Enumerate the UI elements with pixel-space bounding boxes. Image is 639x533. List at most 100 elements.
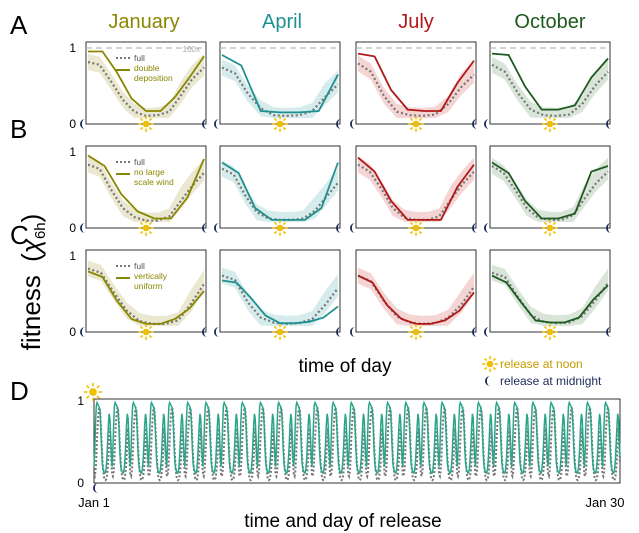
sun-icon <box>83 382 103 402</box>
shared-x-label: time of day <box>299 356 392 377</box>
sun-ray <box>409 334 414 339</box>
series-line-variant <box>357 52 475 112</box>
uncertainty-band <box>222 59 338 118</box>
sun-ray <box>139 325 144 330</box>
sun-ray <box>418 230 423 235</box>
legend-label-variant: no large <box>134 167 165 177</box>
series-line-full <box>87 267 205 325</box>
panel-letter-b: B <box>10 114 27 144</box>
sun-ray <box>543 230 548 235</box>
sun-disc <box>276 328 284 336</box>
uncertainty-band <box>492 157 608 222</box>
sun-disc <box>142 328 150 336</box>
release-legend <box>482 356 498 386</box>
legend-noon-label: release at noon <box>500 357 583 371</box>
series-line-variant <box>357 156 475 221</box>
sun-disc <box>276 120 284 128</box>
sun-ray <box>273 117 278 122</box>
sun-ray <box>492 357 497 362</box>
moon-icon <box>606 119 611 129</box>
y-tick-label: 1 <box>69 145 76 159</box>
sun-ray <box>273 221 278 226</box>
series-line-full <box>357 62 475 118</box>
series-line-full <box>87 60 205 118</box>
y-tick-label: 1 <box>77 394 84 408</box>
series-line-variant <box>93 400 621 474</box>
moon-icon <box>202 119 207 129</box>
subplot-a-july <box>350 41 477 132</box>
month-title-october: October <box>514 11 585 33</box>
sun-ray <box>148 334 153 339</box>
moon-icon <box>484 327 489 337</box>
sun-disc <box>546 328 554 336</box>
sun-ray <box>409 126 414 131</box>
sun-ray <box>282 126 287 131</box>
sun-ray <box>543 126 548 131</box>
legend-midnight-label: release at midnight <box>500 374 602 388</box>
subplot-a-april <box>214 41 341 132</box>
series-line-variant <box>491 161 609 220</box>
moon-icon <box>472 327 477 337</box>
moon-icon <box>350 119 355 129</box>
d-tick-label-end: Jan 30 <box>585 495 624 510</box>
sun-ray <box>409 221 414 226</box>
sun-ray <box>139 230 144 235</box>
series-line-full <box>491 165 609 221</box>
d-tick-label-start: Jan 1 <box>78 495 110 510</box>
sun-disc <box>276 224 284 232</box>
sun-ray <box>273 230 278 235</box>
sun-disc <box>412 328 420 336</box>
uncertainty-band <box>358 55 474 118</box>
sun-icon <box>138 116 154 132</box>
series-line-full <box>93 407 621 482</box>
moon-icon <box>214 119 219 129</box>
sun-ray <box>552 230 557 235</box>
y-axis-title: fitness (χ6h) <box>16 214 49 351</box>
panel-letter-d: D <box>10 376 29 406</box>
moon-icon <box>214 327 219 337</box>
sun-ray <box>543 221 548 226</box>
sun-ray <box>483 357 488 362</box>
moon-icon <box>336 223 341 233</box>
month-title-april: April <box>262 11 302 33</box>
uncertainty-band <box>492 264 608 326</box>
subplot-b-april <box>214 145 341 236</box>
sun-ray <box>85 395 90 400</box>
sun-ray <box>282 117 287 122</box>
sun-icon <box>138 220 154 236</box>
sun-ray <box>282 230 287 235</box>
sun-ray <box>552 117 557 122</box>
moon-icon <box>485 376 490 386</box>
sun-ray <box>148 117 153 122</box>
sun-icon <box>542 324 558 340</box>
month-title-july: July <box>398 11 434 33</box>
sun-disc <box>412 224 420 232</box>
sun-ray <box>418 117 423 122</box>
subplot-b-july <box>350 145 477 236</box>
series-line-variant <box>88 50 205 112</box>
month-title-january: January <box>108 11 179 33</box>
sun-disc <box>142 224 150 232</box>
moon-icon <box>484 223 489 233</box>
sun-ray <box>96 395 101 400</box>
uncertainty-band <box>358 267 474 326</box>
sun-ray <box>543 334 548 339</box>
sun-ray <box>282 334 287 339</box>
subplot-c-april <box>214 249 341 340</box>
sun-icon <box>138 324 154 340</box>
moon-icon <box>606 327 611 337</box>
y-axis-chi: χ <box>16 238 46 255</box>
series-line-variant <box>357 274 475 325</box>
sun-ray <box>552 126 557 131</box>
subplot-c-october <box>484 249 611 340</box>
moon-icon <box>484 119 489 129</box>
subplot-b-october <box>484 145 611 236</box>
legend-label-variant-cont: scale wind <box>134 177 174 187</box>
sun-ray <box>273 325 278 330</box>
sun-ray <box>282 325 287 330</box>
moon-icon <box>472 223 477 233</box>
sun-icon <box>542 116 558 132</box>
series-line-variant <box>221 279 339 325</box>
legend-label-full: full <box>134 53 145 63</box>
series-line-variant <box>221 161 339 221</box>
